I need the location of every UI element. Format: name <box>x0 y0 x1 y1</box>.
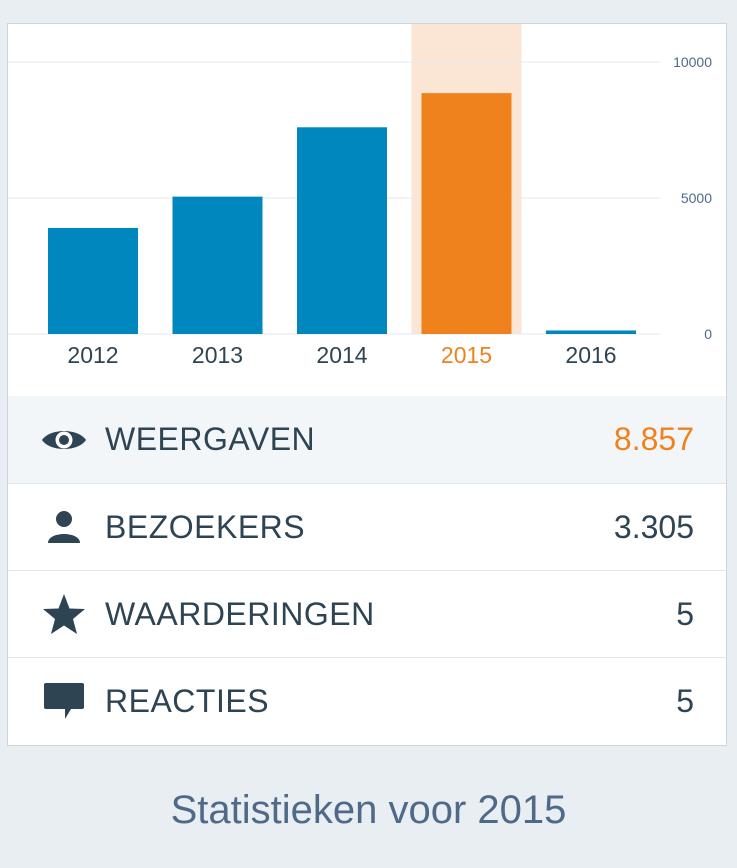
stat-label: WAARDERINGEN <box>105 595 375 632</box>
x-tick-label[interactable]: 2014 <box>316 342 367 368</box>
bar-chart-svg: 0 5000 10000 2012 2013 2014 2015 2016 <box>8 24 712 368</box>
x-tick-label[interactable]: 2015 <box>441 342 492 368</box>
y-tick-label: 10000 <box>673 54 712 70</box>
person-icon <box>40 507 88 547</box>
stat-value: 5 <box>676 682 694 719</box>
stat-label: REACTIES <box>105 682 270 719</box>
bar-2016[interactable] <box>546 330 636 334</box>
x-tick-label[interactable]: 2012 <box>67 342 118 368</box>
page-title: Statistieken voor 2015 <box>170 788 567 832</box>
stats-list: WEERGAVEN 8.857 BEZOEKERS 3.305 WAARDERI… <box>8 396 726 744</box>
y-tick-label: 0 <box>704 326 712 342</box>
stat-row-visitors[interactable]: BEZOEKERS 3.305 <box>8 483 726 570</box>
stat-value: 3.305 <box>613 508 694 545</box>
bar-2012[interactable] <box>48 227 138 334</box>
stat-value: 8.857 <box>613 421 694 457</box>
stat-label: BEZOEKERS <box>105 508 306 545</box>
star-icon <box>40 594 88 634</box>
bar-2014[interactable] <box>297 127 387 334</box>
bar-2013[interactable] <box>172 196 263 334</box>
x-tick-label[interactable]: 2016 <box>565 342 616 368</box>
stat-row-comments[interactable]: REACTIES 5 <box>8 657 726 744</box>
stat-row-likes[interactable]: WAARDERINGEN 5 <box>8 570 726 657</box>
bar-chart: 0 5000 10000 2012 2013 2014 2015 2016 <box>8 24 726 394</box>
stat-row-views[interactable]: WEERGAVEN 8.857 <box>8 396 726 483</box>
bar-2015[interactable] <box>421 93 512 334</box>
stats-card: 0 5000 10000 2012 2013 2014 2015 2016 WEERGAVEN… <box>7 23 727 746</box>
y-tick-label: 5000 <box>681 190 712 206</box>
stat-value: 5 <box>676 595 694 632</box>
comment-icon <box>40 681 88 721</box>
stat-label: WEERGAVEN <box>105 421 316 457</box>
x-tick-label[interactable]: 2013 <box>192 342 243 368</box>
eye-icon <box>40 420 88 460</box>
